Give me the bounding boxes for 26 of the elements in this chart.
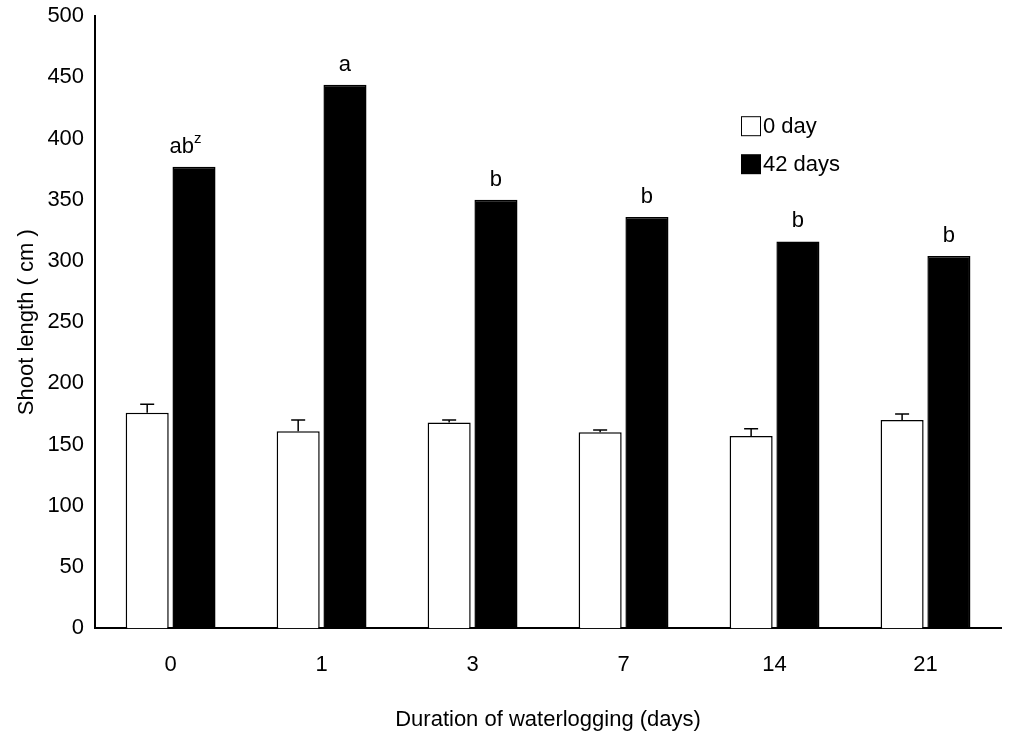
- y-tick-label: 300: [47, 247, 85, 273]
- legend-label: 0 day: [763, 113, 817, 139]
- x-tick-label: 3: [466, 651, 479, 677]
- x-tick-label: 0: [164, 651, 177, 677]
- y-tick-label: 500: [47, 2, 85, 28]
- y-tick-label: 200: [47, 369, 85, 395]
- x-axis-title: Duration of waterlogging (days): [395, 705, 701, 731]
- y-tick-label: 400: [47, 124, 85, 150]
- annotation: b: [489, 165, 503, 191]
- annotation: b: [942, 222, 956, 248]
- y-tick-label: 50: [59, 553, 85, 579]
- annotation: b: [791, 207, 805, 233]
- annotation: b: [640, 182, 654, 208]
- y-tick-label: 250: [47, 308, 85, 334]
- y-tick-label: 150: [47, 430, 85, 456]
- y-axis-title: Shoot length ( cm ): [13, 229, 39, 416]
- y-tick-label: 100: [47, 491, 85, 517]
- y-tick-label: 0: [71, 614, 85, 640]
- x-tick-label: 21: [913, 651, 938, 677]
- x-tick-label: 1: [315, 651, 328, 677]
- x-tick-label: 14: [762, 651, 787, 677]
- y-tick-label: 450: [47, 63, 85, 89]
- y-tick-label: 350: [47, 185, 85, 211]
- annotation: a: [338, 50, 352, 76]
- x-tick-label: 7: [617, 651, 630, 677]
- legend-label: 42 days: [763, 151, 841, 177]
